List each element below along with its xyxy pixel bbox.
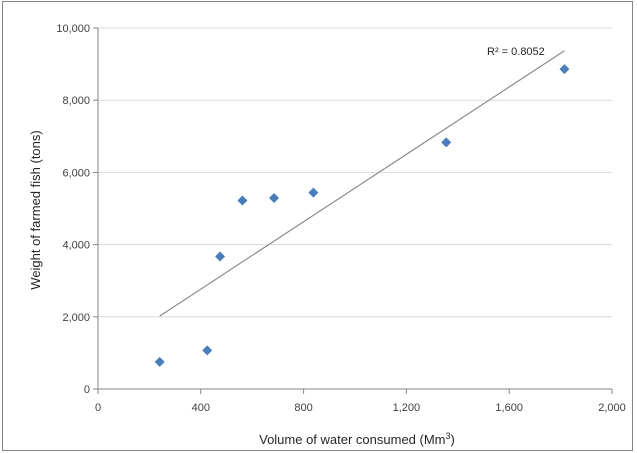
x-tick-label-0: 0 (95, 402, 101, 414)
x-tick-label-1: 400 (192, 402, 210, 414)
data-point-1 (202, 345, 213, 356)
data-point-4 (269, 193, 280, 204)
y-axis-title: Weight of farmed fish (tons) (28, 130, 43, 289)
x-axis-title-main: Volume of water consumed (Mm (259, 432, 445, 447)
data-point-2 (215, 251, 226, 262)
y-tick-label-2: 4,000 (62, 240, 90, 252)
x-tick-label-2: 800 (294, 402, 312, 414)
y-tick-label-1: 2,000 (62, 312, 90, 324)
trendline (159, 50, 565, 317)
trendline-group (159, 50, 565, 317)
y-tick-label-5: 10,000 (56, 23, 90, 35)
data-point-6 (441, 137, 452, 148)
x-tick-label-4: 1,600 (495, 402, 523, 414)
y-tick-label-3: 6,000 (62, 167, 90, 179)
y-tick-labels: 0 2,000 4,000 6,000 8,000 10,000 (56, 23, 90, 396)
axes (93, 27, 613, 394)
data-point-3 (237, 195, 248, 206)
data-points (154, 64, 570, 367)
x-tick-label-3: 1,200 (393, 402, 421, 414)
x-axis-title-superscript: 3 (446, 431, 451, 441)
r-squared-label: R² = 0.8052 (487, 46, 545, 58)
x-tick-labels: 0 400 800 1,200 1,600 2,000 (95, 402, 626, 414)
data-point-5 (308, 187, 319, 198)
y-tick-label-4: 8,000 (62, 95, 90, 107)
x-axis-title: Volume of water consumed (Mm3) (259, 431, 455, 447)
x-axis-title-end: ) (451, 432, 455, 447)
data-point-0 (154, 356, 165, 367)
grid-lines (98, 27, 612, 318)
x-tick-label-5: 2,000 (598, 402, 626, 414)
y-tick-label-0: 0 (84, 384, 90, 396)
data-point-7 (559, 64, 570, 75)
